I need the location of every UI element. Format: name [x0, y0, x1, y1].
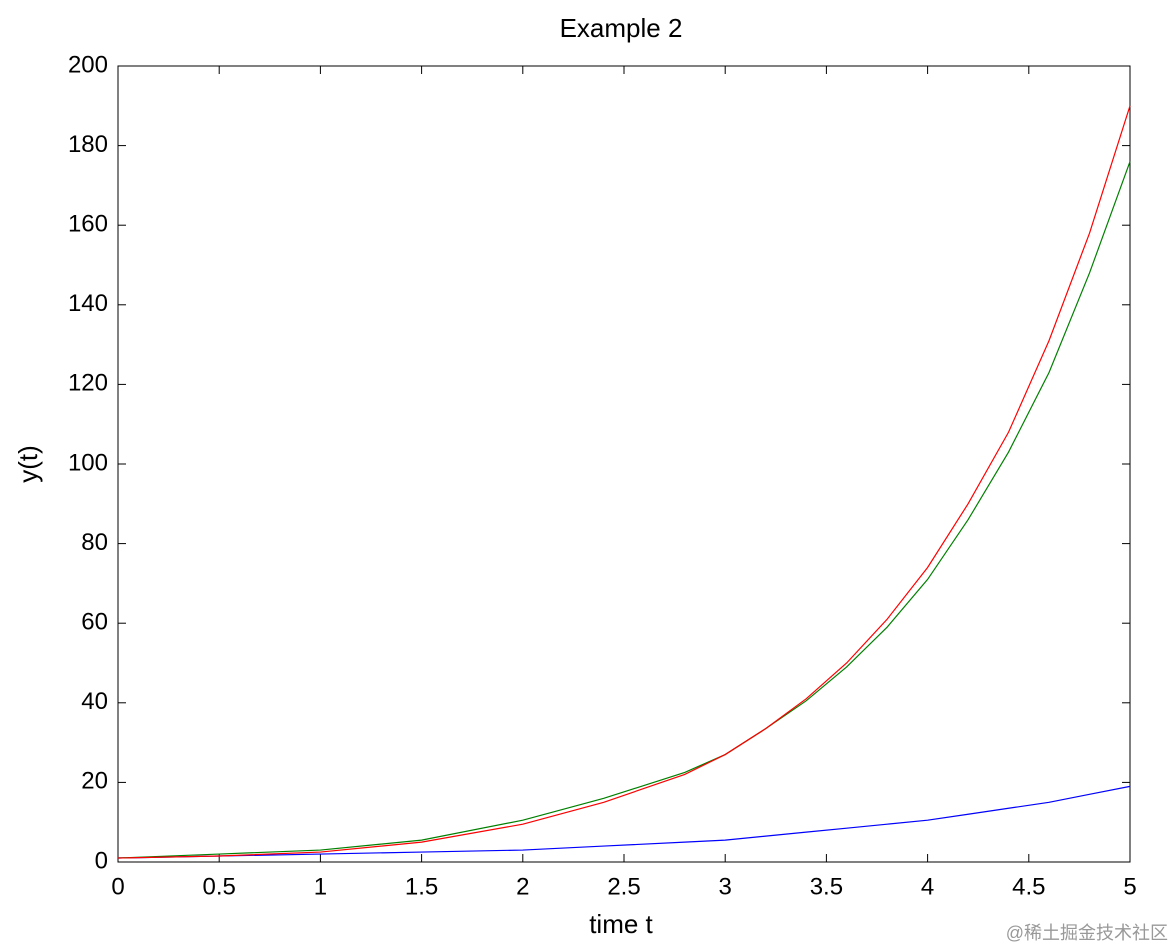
y-tick-label: 0 — [95, 847, 108, 874]
y-axis-label: y(t) — [13, 445, 43, 483]
x-axis-label: time t — [589, 909, 653, 939]
y-tick-label: 60 — [81, 609, 108, 636]
y-tick-label: 40 — [81, 688, 108, 715]
data-line — [117, 785, 1131, 859]
x-tick-label: 4.5 — [1012, 873, 1045, 900]
x-tick-label: 1 — [314, 873, 327, 900]
x-tick-label: 3 — [719, 873, 732, 900]
x-tick-label: 0.5 — [203, 873, 236, 900]
y-tick-label: 120 — [68, 370, 108, 397]
data-line — [117, 105, 1131, 859]
x-tick-label: 5 — [1123, 873, 1136, 900]
y-tick-label: 180 — [68, 131, 108, 158]
chart-title: Example 2 — [560, 13, 683, 43]
y-tick-label: 140 — [68, 290, 108, 317]
watermark: @稀土掘金技术社区 — [1006, 923, 1168, 943]
y-tick-label: 160 — [68, 211, 108, 238]
y-tick-label: 100 — [68, 449, 108, 476]
y-tick-label: 80 — [81, 529, 108, 556]
plot-frame — [117, 65, 1131, 863]
x-tick-label: 2.5 — [607, 873, 640, 900]
x-tick-label: 0 — [111, 873, 124, 900]
x-tick-label: 3.5 — [810, 873, 843, 900]
x-tick-label: 1.5 — [405, 873, 438, 900]
data-line — [117, 161, 1131, 859]
x-tick-label: 2 — [516, 873, 529, 900]
y-tick-label: 20 — [81, 768, 108, 795]
y-tick-label: 200 — [68, 51, 108, 78]
x-tick-label: 4 — [921, 873, 934, 900]
